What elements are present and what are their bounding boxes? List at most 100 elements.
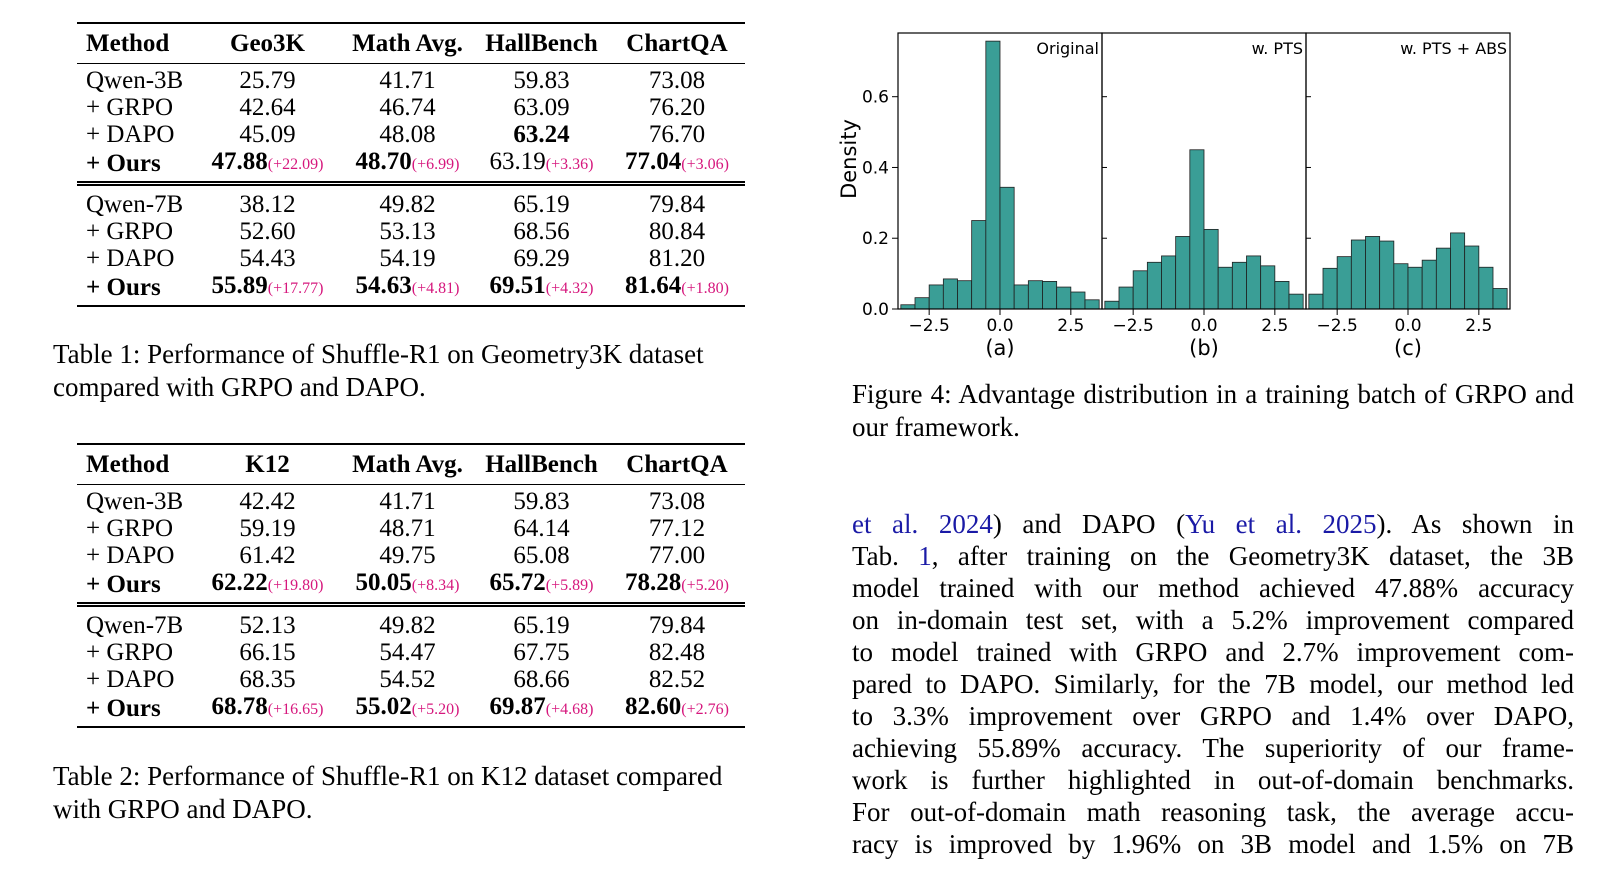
value-cell: 69.87(+4.68): [474, 693, 609, 727]
x-tick-label: 2.5: [1261, 316, 1288, 336]
table-row: + GRPO 59.19 48.71 64.14 77.12: [77, 515, 745, 542]
table-row: + Ours 62.22(+19.80) 50.05(+8.34) 65.72(+5.…: [77, 569, 745, 605]
score-value: 65.72: [489, 569, 546, 596]
score-value: 69.51: [489, 272, 546, 299]
value-cell: 81.20: [609, 245, 745, 272]
score-value: 67.75: [513, 639, 570, 666]
score-value: 49.82: [379, 191, 436, 218]
score-value: 68.66: [513, 666, 570, 693]
value-cell: 52.60: [194, 218, 341, 245]
score-value: 59.83: [513, 488, 570, 515]
body-text: ) and DAPO (: [992, 509, 1186, 539]
value-cell: 48.70(+6.99): [341, 148, 474, 184]
method-cell: Qwen-7B: [86, 612, 184, 639]
figure-4: Density 0.0 0.2 0.4 0.6 Original −2.5 0.0 2.5 (a)…: [837, 24, 1538, 374]
method-cell: Qwen-7B: [86, 191, 184, 218]
header-geo3k: Geo3K: [230, 30, 305, 57]
table-row: Qwen-7B 38.12 49.82 65.19 79.84: [77, 184, 745, 218]
method-cell: + GRPO: [86, 94, 174, 121]
table-row: + Ours 47.88(+22.09) 48.70(+6.99) 63.19(+3.…: [77, 148, 745, 184]
score-value: 48.08: [379, 121, 436, 148]
method-cell: + GRPO: [86, 218, 174, 245]
y-tick-label: 0.2: [862, 229, 889, 249]
table-row: + DAPO 54.43 54.19 69.29 81.20: [77, 245, 745, 272]
value-cell: 65.19: [474, 184, 609, 218]
method-cell: + DAPO: [86, 121, 175, 148]
table-row: + GRPO 52.60 53.13 68.56 80.84: [77, 218, 745, 245]
value-cell: 80.84: [609, 218, 745, 245]
header-hallbench: HallBench: [485, 30, 598, 57]
value-cell: 69.29: [474, 245, 609, 272]
gain-value: (+4.81): [411, 280, 460, 297]
histogram-bar: [1435, 247, 1451, 310]
score-value: 63.24: [513, 121, 570, 148]
value-cell: 73.08: [609, 64, 745, 94]
table-row: Qwen-3B 25.79 41.71 59.83 73.08: [77, 64, 745, 94]
body-line: to model trained with GRPO and 2.7% impr…: [852, 637, 1574, 667]
score-value: 81.20: [648, 245, 706, 272]
method-cell: + DAPO: [86, 542, 175, 569]
body-line: model trained with our method achieved 4…: [852, 573, 1574, 603]
value-cell: 54.47: [341, 639, 474, 666]
gain-value: (+17.77): [267, 280, 324, 297]
score-value: 63.09: [513, 94, 570, 121]
score-value: 68.78: [211, 693, 268, 720]
histogram-bar: [1104, 300, 1120, 310]
table-1-caption: Table 1: Performance of Shuffle-R1 on Ge…: [53, 339, 704, 402]
score-value: 73.08: [648, 488, 706, 515]
table-group-7b: Qwen-7B 38.12 49.82 65.19 79.84 + GRPO 52.60 53…: [77, 183, 745, 306]
body-line: racy is improved by 1.96% on 3B model an…: [852, 829, 1574, 859]
value-cell: 63.24: [474, 121, 609, 148]
x-tick-label: 0.0: [986, 316, 1013, 336]
citation-link[interactable]: et al. 2024: [852, 509, 993, 539]
value-cell: 59.83: [474, 485, 609, 515]
value-cell: 47.88(+22.09): [194, 148, 341, 184]
histogram-bar: [1189, 149, 1205, 310]
value-cell: 82.52: [609, 666, 745, 693]
score-value: 73.08: [648, 67, 706, 94]
histogram-bar: [1118, 286, 1134, 310]
score-value: 38.12: [239, 191, 296, 218]
x-tick-label: 2.5: [1057, 316, 1084, 336]
score-value: 54.52: [379, 666, 436, 693]
citation-link[interactable]: 1: [918, 541, 932, 571]
histogram-bar: [1421, 259, 1437, 310]
table-group-7b: Qwen-7B 52.13 49.82 65.19 79.84 + GRPO 66.15 54…: [77, 604, 745, 727]
x-tick-label: −2.5: [909, 316, 950, 336]
value-cell: 25.79: [194, 64, 341, 94]
table-1: Method Geo3K Math Avg. HallBench ChartQA…: [77, 22, 745, 307]
table-header-row: Method K12 Math Avg. HallBench ChartQA: [77, 444, 745, 485]
value-cell: 54.43: [194, 245, 341, 272]
histogram-bar: [1350, 239, 1366, 310]
table-group-3b: Qwen-3B 25.79 41.71 59.83 73.08 + GRPO 42.64 46…: [77, 64, 745, 184]
body-line: to 3.3% improvement over GRPO and 1.4% o…: [852, 701, 1574, 731]
gain-value: (+1.80): [681, 280, 729, 297]
score-value: 79.84: [648, 612, 706, 639]
score-value: 53.13: [379, 218, 436, 245]
x-tick-label: 0.0: [1394, 316, 1421, 336]
header-method: Method: [86, 451, 170, 478]
x-tick-label: −2.5: [1113, 316, 1154, 336]
table-row: + Ours 68.78(+16.65) 55.02(+5.20) 69.87(+4.…: [77, 693, 745, 727]
table-row: + GRPO 66.15 54.47 67.75 82.48: [77, 639, 745, 666]
y-tick-label: 0.0: [862, 300, 889, 320]
value-cell: 68.35: [194, 666, 341, 693]
value-cell: 52.13: [194, 605, 341, 639]
score-value: 48.70: [355, 148, 412, 175]
score-value: 46.74: [379, 94, 436, 121]
citation-link[interactable]: Yu et al. 2025: [1185, 509, 1377, 539]
value-cell: 49.82: [341, 605, 474, 639]
value-cell: 49.75: [341, 542, 474, 569]
value-cell: 63.19(+3.36): [474, 148, 609, 184]
histogram-bar: [900, 304, 916, 310]
score-value: 49.75: [379, 542, 436, 569]
score-value: 62.22: [211, 569, 268, 596]
method-cell: + Ours: [86, 694, 161, 722]
gain-value: (+19.80): [267, 577, 324, 594]
score-value: 42.42: [239, 488, 296, 515]
score-value: 66.15: [239, 639, 296, 666]
x-tick-label: −2.5: [1317, 316, 1358, 336]
histogram-bar: [1217, 266, 1233, 310]
table-2: Method K12 Math Avg. HallBench ChartQA Q…: [77, 443, 745, 728]
value-cell: 79.84: [609, 184, 745, 218]
